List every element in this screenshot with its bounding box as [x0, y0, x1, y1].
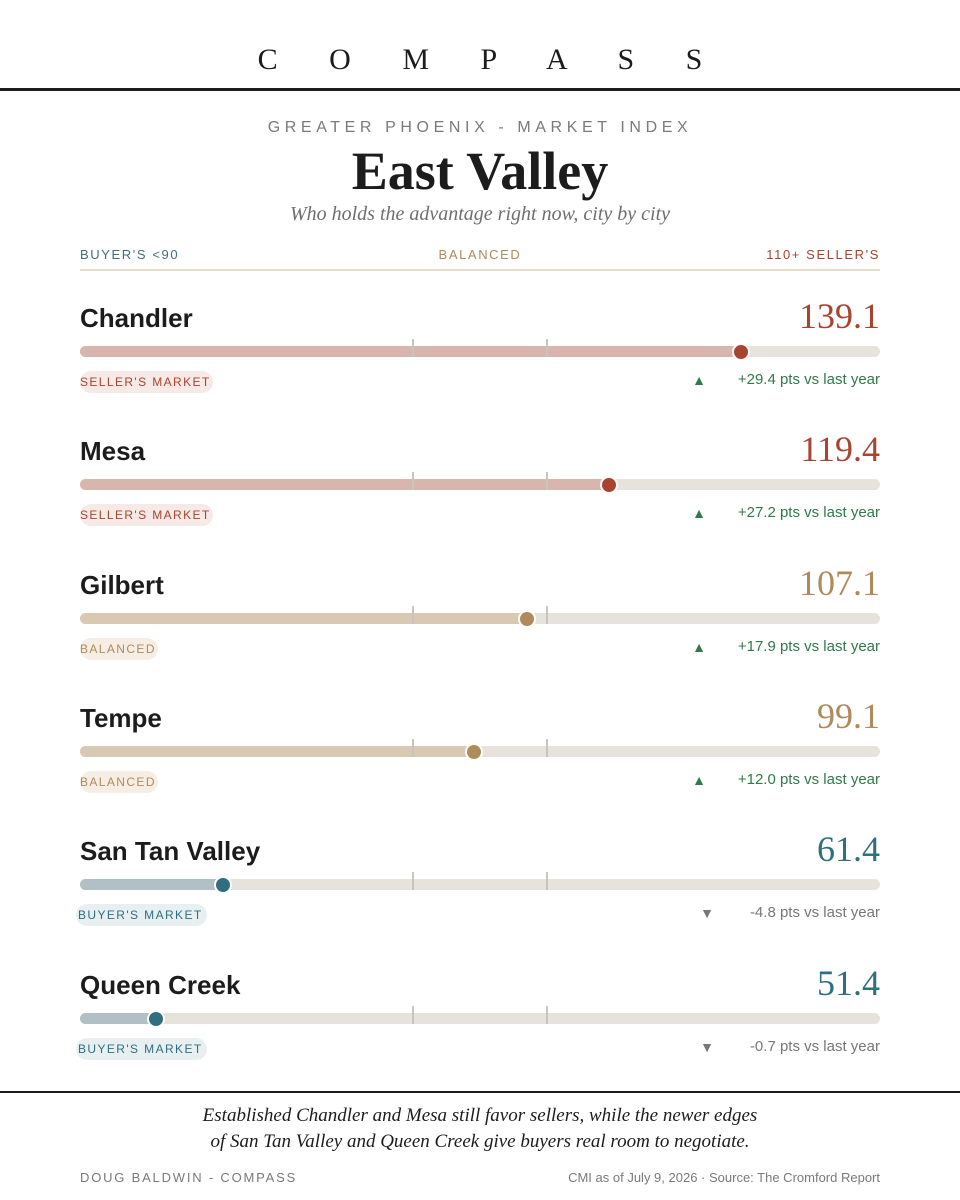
index-bar: [80, 879, 223, 891]
trend-up-icon: ▲: [692, 638, 706, 655]
year-change: +17.9 pts vs last year: [737, 637, 880, 655]
index-marker: [465, 742, 483, 761]
scale-label-balanced: BALANCED: [438, 247, 522, 262]
market-status-badge: SELLER'S MARKET: [80, 371, 213, 393]
year-change: +29.4 pts vs last year: [737, 371, 880, 388]
threshold-tick: [412, 1005, 415, 1024]
year-change: -4.8 pts vs last year: [749, 904, 880, 922]
trend-down-icon: ▼: [700, 1038, 714, 1055]
index-track: [80, 339, 880, 361]
index-score: 139.1: [799, 296, 880, 336]
city-name: Queen Creek: [80, 969, 241, 1000]
year-change: -0.7 pts vs last year: [749, 1037, 880, 1055]
index-bar: [80, 1012, 156, 1024]
scale-label-buyer: BUYER'S <90: [80, 247, 180, 262]
threshold-tick: [545, 472, 548, 491]
threshold-tick: [412, 872, 415, 891]
index-score: 107.1: [799, 562, 880, 603]
index-track: [80, 738, 880, 761]
year-change: +27.2 pts vs last year: [737, 504, 880, 522]
threshold-tick: [412, 738, 415, 757]
threshold-tick: [545, 339, 548, 357]
threshold-tick: [412, 339, 415, 357]
city-row: Tempe 99.1 BALANCED ▲ +12.0 pts vs last year: [80, 696, 880, 802]
city-row: Chandler 139.1 SELLER'S MARKET ▲ +29.4 pts v…: [80, 296, 880, 402]
threshold-tick: [412, 605, 415, 624]
index-score: 61.4: [817, 829, 880, 870]
page-subtitle: Who holds the advantage right now, city …: [289, 203, 671, 225]
index-track: [80, 1005, 880, 1028]
index-bar: [80, 479, 610, 491]
city-name: Mesa: [80, 436, 146, 467]
trend-up-icon: ▲: [692, 505, 706, 522]
market-status-badge: BUYER'S MARKET: [76, 1037, 207, 1060]
index-track: [80, 605, 880, 628]
eyebrow-label: GREATER PHOENIX - MARKET INDEX: [267, 119, 693, 136]
index-marker: [147, 1009, 165, 1028]
trend-up-icon: ▲: [692, 771, 706, 788]
author-credit: DOUG BALDWIN - COMPASS: [80, 1170, 298, 1185]
threshold-tick: [412, 472, 415, 491]
brand-logo: C O M P A S S: [257, 43, 725, 76]
trend-up-icon: ▲: [692, 372, 706, 388]
header-divider: [0, 88, 960, 91]
threshold-tick: [545, 738, 548, 757]
city-row: San Tan Valley 61.4 BUYER'S MARKET ▼ -4.8 pt…: [76, 829, 880, 935]
trend-down-icon: ▼: [700, 905, 714, 922]
scale-label-seller: 110+ SELLER'S: [766, 247, 880, 262]
index-score: 51.4: [817, 962, 880, 1003]
page-title: East Valley: [351, 141, 609, 201]
city-name: San Tan Valley: [80, 836, 261, 867]
city-name: Gilbert: [80, 569, 164, 600]
market-status-badge: BUYER'S MARKET: [76, 904, 207, 927]
city-row: Queen Creek 51.4 BUYER'S MARKET ▼ -0.7 pts v…: [76, 963, 880, 1069]
threshold-tick: [545, 605, 548, 624]
city-name: Tempe: [80, 702, 162, 733]
index-marker: [518, 609, 537, 628]
city-name: Chandler: [80, 303, 193, 333]
index-marker: [213, 876, 232, 895]
footnote-line-1: Established Chandler and Mesa still favo…: [202, 1105, 758, 1126]
city-row: Gilbert 107.1 BALANCED ▲ +17.9 pts vs last y…: [80, 563, 880, 669]
index-bar: [80, 745, 474, 757]
market-status-badge: BALANCED: [80, 637, 158, 660]
city-row: Mesa 119.4 SELLER'S MARKET ▲ +27.2 pts vs la…: [80, 429, 880, 535]
year-change: +12.0 pts vs last year: [737, 770, 880, 788]
index-bar: [80, 346, 741, 357]
index-marker: [600, 476, 619, 495]
market-status-badge: BALANCED: [80, 770, 158, 793]
footer-divider: [0, 1091, 960, 1093]
index-track: [80, 872, 880, 895]
index-score: 99.1: [817, 695, 880, 736]
footnote: Established Chandler and Mesa still favo…: [0, 1103, 960, 1155]
index-track: [80, 472, 880, 495]
index-bar: [80, 612, 528, 624]
threshold-tick: [545, 1005, 548, 1024]
index-score: 119.4: [800, 429, 880, 470]
source-note: CMI as of July 9, 2026 · Source: The Cro…: [568, 1170, 880, 1185]
threshold-tick: [545, 872, 548, 891]
index-marker: [731, 343, 750, 361]
footnote-line-2: of San Tan Valley and Queen Creek give b…: [210, 1131, 750, 1152]
market-status-badge: SELLER'S MARKET: [80, 504, 213, 527]
scale-legend: BALANCED BUYER'S <90 110+ SELLER'S: [80, 246, 880, 264]
scale-divider: [80, 269, 880, 271]
